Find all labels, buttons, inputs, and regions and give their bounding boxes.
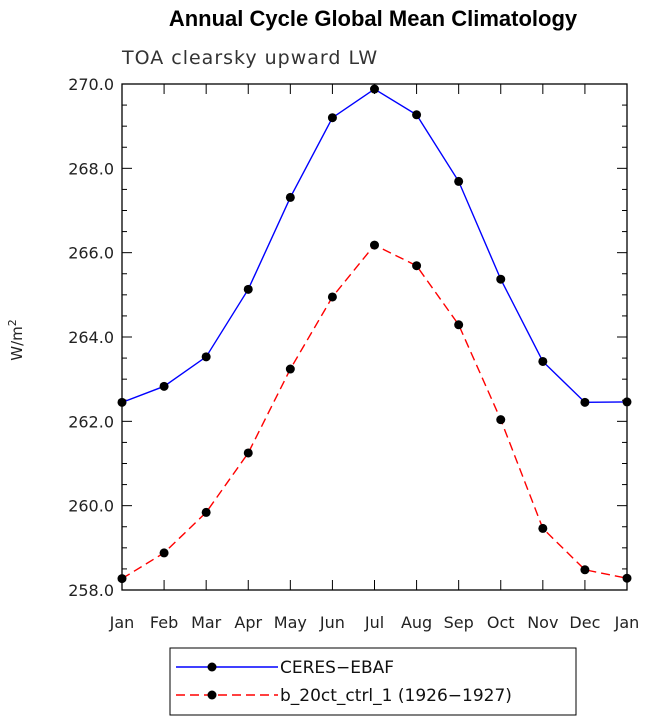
x-tick-label: Mar [191,613,222,632]
legend-box [169,647,577,716]
series-2-point [117,574,127,584]
x-tick-label: Aug [401,613,432,632]
series-2-point [412,261,422,271]
series-2-point [327,292,337,302]
y-tick-label: 260.0 [68,497,114,516]
series-1-point [117,397,127,407]
legend: CERES−EBAF b_20ct_ctrl_1 (1926−1927) [176,658,512,706]
chart-title: Annual Cycle Global Mean Climatology [169,6,578,31]
series-1-point [412,110,422,120]
series-1-point [327,113,337,123]
legend-marker-2 [207,690,217,700]
series-2-point [580,565,590,575]
series-2-point [370,240,379,250]
series-1-point [285,192,295,202]
legend-marker-1 [207,662,217,672]
x-axis-ticks: Jan Feb Mar Apr May Jun Jul Aug Sep Oct Nov Dec Jan [109,84,640,632]
series-1-point [201,352,211,362]
series-1-point [159,381,169,391]
series-1-point [622,397,632,407]
x-tick-label: Feb [150,613,178,632]
series-2-point [496,415,506,425]
series-2-point [285,364,295,374]
y-tick-label: 268.0 [68,159,114,178]
series-1-point [580,397,590,407]
series-2-point [622,573,632,583]
y-axis-label: W/m2 [6,319,26,361]
x-tick-label: Jul [364,613,384,632]
x-tick-label: Sep [444,613,474,632]
y-axis-label-sup: 2 [6,319,19,326]
series-2-point [538,523,548,533]
chart-subtitle: TOA clearsky upward LW [121,47,378,69]
y-tick-label: 258.0 [68,581,114,600]
y-axis-ticks: 258.0 260.0 262.0 264.0 266.0 268.0 270.0 [68,75,627,600]
y-axis-label-base: W/m [8,326,26,361]
series-group [117,84,632,584]
plot-frame [121,83,628,591]
series-1-point [370,84,379,94]
x-tick-label: Oct [487,613,515,632]
legend-label-2: b_20ct_ctrl_1 (1926−1927) [280,686,512,706]
series-1-point [243,284,253,294]
series-1-point [538,356,548,366]
y-tick-label: 262.0 [68,412,114,431]
series-line-2 [121,244,628,580]
series-2-point [201,507,211,517]
series-2-point [159,548,169,558]
x-tick-label: Jan [109,613,135,632]
x-tick-label: Nov [527,613,558,632]
y-tick-label: 270.0 [68,75,114,94]
series-1-point [454,176,464,186]
series-1-point [496,274,506,284]
series-2-point [243,448,253,458]
legend-label-1: CERES−EBAF [280,658,394,678]
y-tick-label: 266.0 [68,244,114,263]
x-tick-label: Apr [234,613,262,632]
series-2-point [454,320,464,330]
x-tick-label: Jan [614,613,640,632]
y-tick-label: 264.0 [68,328,114,347]
x-tick-label: May [274,613,307,632]
x-tick-label: Dec [569,613,600,632]
x-tick-label: Jun [319,613,345,632]
